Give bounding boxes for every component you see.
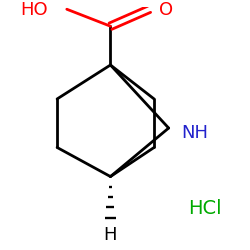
Text: H: H bbox=[104, 226, 117, 244]
Text: HO: HO bbox=[20, 2, 48, 20]
Text: O: O bbox=[159, 2, 173, 20]
Text: NH: NH bbox=[181, 124, 208, 142]
Text: HCl: HCl bbox=[188, 198, 222, 218]
